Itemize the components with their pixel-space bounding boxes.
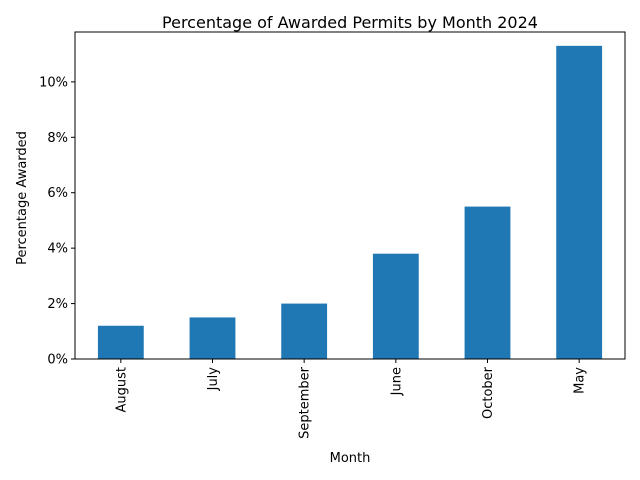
- y-tick-label: 4%: [47, 242, 68, 257]
- x-tick-label: September: [298, 366, 313, 439]
- x-axis-title: Month: [330, 451, 371, 466]
- x-tick-label: July: [206, 367, 221, 392]
- x-tick-label: August: [114, 367, 129, 413]
- chart-title: Percentage of Awarded Permits by Month 2…: [162, 13, 538, 32]
- y-tick-label: 6%: [47, 186, 68, 201]
- x-tick-label: October: [481, 366, 496, 419]
- plot-frame: [74, 31, 626, 360]
- y-tick-label: 2%: [47, 297, 68, 312]
- x-tick-label: May: [573, 367, 588, 394]
- bar-june: [372, 253, 419, 359]
- plot-area: August July September June October May 0% 2% 4% 6…: [39, 31, 626, 439]
- bar-july: [189, 317, 236, 359]
- y-axis-title: Percentage Awarded: [15, 131, 30, 265]
- bar-may: [556, 45, 603, 360]
- y-tick-label: 0%: [47, 353, 68, 368]
- x-tick-label: June: [389, 367, 404, 396]
- bar-october: [464, 206, 511, 359]
- bar-august: [97, 325, 144, 359]
- y-tick-label: 8%: [47, 131, 68, 146]
- y-tick-label: 10%: [39, 75, 68, 90]
- bar-september: [281, 303, 328, 359]
